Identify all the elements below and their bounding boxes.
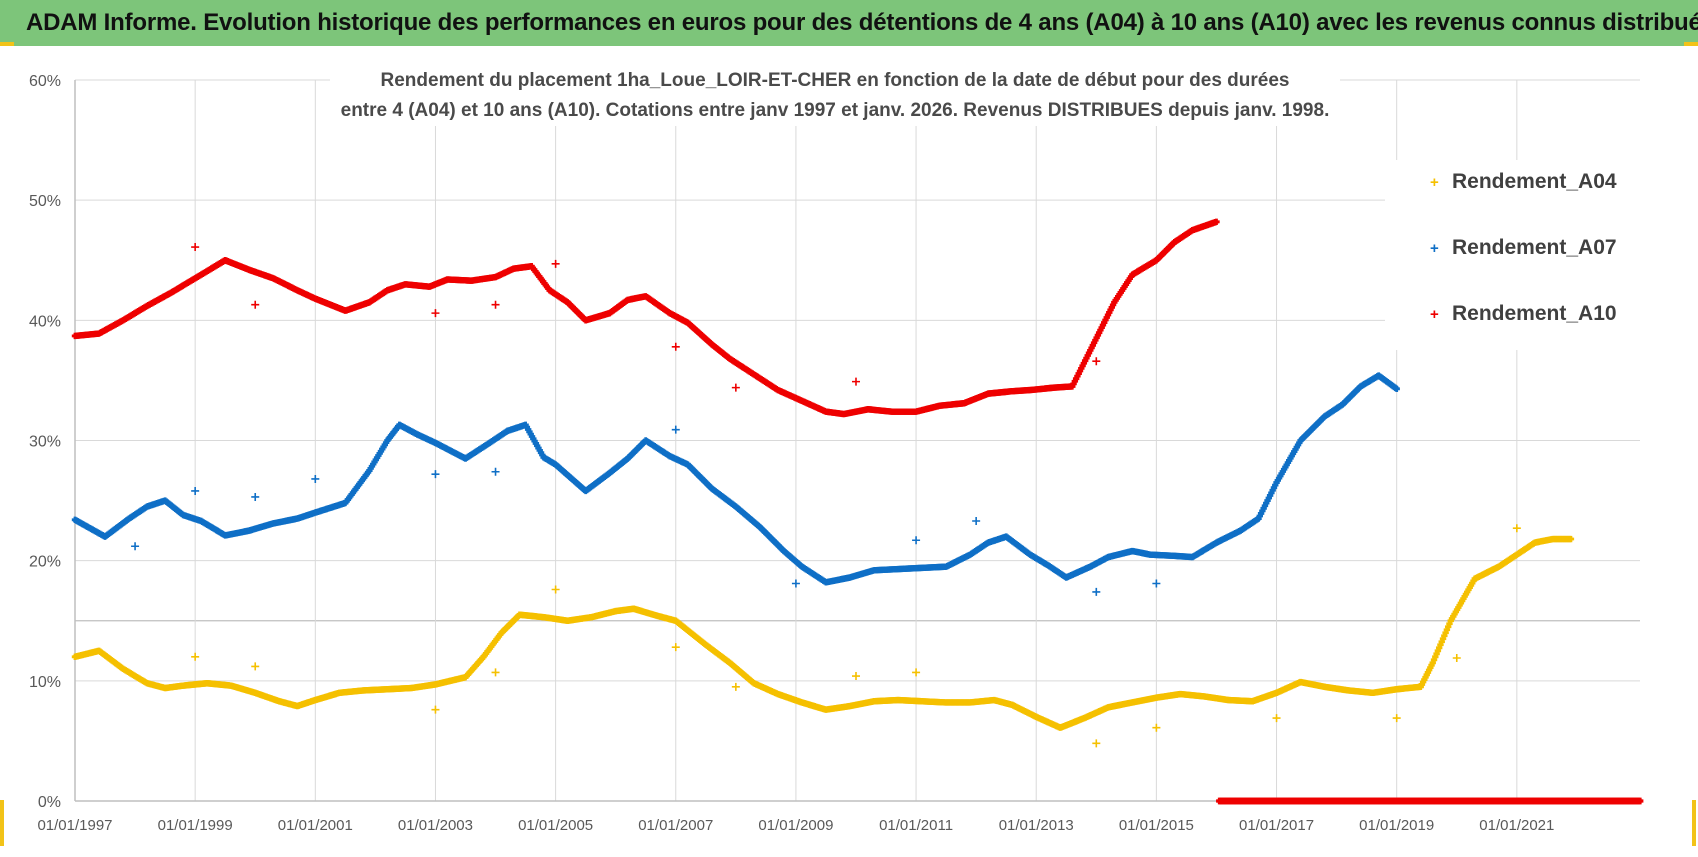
y-tick-label: 40%	[29, 313, 61, 330]
outlier-point-a10	[731, 383, 740, 392]
data-point-a04	[1567, 535, 1575, 543]
outlier-point-a04	[851, 672, 860, 681]
outlier-point-a07	[191, 486, 200, 495]
chart-title: Rendement du placement 1ha_Loue_LOIR-ET-…	[380, 70, 1290, 91]
outlier-point-a07	[131, 542, 140, 551]
y-tick-label: 0%	[38, 794, 61, 811]
x-tick-label: 01/01/2011	[879, 817, 953, 834]
y-tick-label: 20%	[29, 554, 61, 571]
x-tick-label: 01/01/2003	[398, 817, 473, 834]
outlier-point-a07	[251, 492, 260, 501]
outlier-point-a10	[431, 309, 440, 318]
corner-handle	[1684, 42, 1698, 46]
outlier-point-a07	[791, 579, 800, 588]
y-tick-label: 50%	[29, 193, 61, 210]
outlier-point-a04	[191, 652, 200, 661]
corner-handle	[0, 42, 14, 46]
x-tick-label: 01/01/2005	[518, 817, 593, 834]
outlier-point-a10	[671, 342, 680, 351]
x-tick-label: 01/01/2019	[1359, 817, 1434, 834]
banner-title: ADAM Informe. Evolution historique des p…	[0, 0, 1698, 46]
outlier-point-a07	[972, 517, 981, 526]
outlier-point-a04	[912, 668, 921, 677]
x-tick-label: 01/01/2007	[638, 817, 713, 834]
outlier-point-a10	[251, 300, 260, 309]
outlier-point-a10	[1092, 357, 1101, 366]
x-tick-label: 01/01/2001	[278, 817, 353, 834]
outlier-point-a07	[671, 425, 680, 434]
outlier-point-a04	[1092, 739, 1101, 748]
x-tick-label: 01/01/2015	[1119, 817, 1194, 834]
outlier-point-a07	[1152, 579, 1161, 588]
outlier-point-a07	[1092, 587, 1101, 596]
outlier-point-a10	[191, 243, 200, 252]
x-tick-label: 01/01/2017	[1239, 817, 1314, 834]
legend-label-a10: Rendement_A10	[1452, 302, 1617, 325]
outlier-point-a04	[1512, 524, 1521, 533]
outlier-point-a04	[1152, 723, 1161, 732]
y-tick-label: 60%	[29, 73, 61, 90]
y-tick-label: 30%	[29, 434, 61, 451]
outlier-point-a04	[671, 643, 680, 652]
outlier-point-a07	[491, 467, 500, 476]
x-tick-label: 01/01/1997	[37, 817, 112, 834]
outlier-point-a04	[251, 662, 260, 671]
outlier-point-a04	[551, 585, 560, 594]
x-tick-label: 01/01/2021	[1479, 817, 1554, 834]
outlier-point-a04	[1452, 654, 1461, 663]
legend-label-a07: Rendement_A07	[1452, 236, 1617, 259]
outlier-point-a04	[491, 668, 500, 677]
outlier-point-a04	[1392, 714, 1401, 723]
outlier-point-a04	[431, 705, 440, 714]
outlier-point-a07	[311, 474, 320, 483]
x-tick-label: 01/01/1999	[158, 817, 233, 834]
legend-marker-a10: +	[1430, 306, 1439, 323]
outlier-point-a10	[851, 377, 860, 386]
outlier-point-a10	[551, 259, 560, 268]
outlier-point-a04	[1272, 714, 1281, 723]
outlier-point-a07	[912, 536, 921, 545]
legend-label-a04: Rendement_A04	[1452, 170, 1617, 193]
legend-marker-a04: +	[1430, 174, 1439, 191]
outlier-point-a04	[731, 682, 740, 691]
outlier-point-a10	[491, 300, 500, 309]
chart-subtitle-box: Rendement du placement 1ha_Loue_LOIR-ET-…	[330, 66, 1340, 126]
x-tick-label: 01/01/2013	[999, 817, 1074, 834]
chart-legend: + Rendement_A04 + Rendement_A07 + Rendem…	[1385, 160, 1645, 350]
corner-handle	[0, 800, 4, 846]
outlier-point-a07	[431, 470, 440, 479]
corner-handle	[1692, 800, 1696, 846]
chart-subtitle: entre 4 (A04) et 10 ans (A10). Cotations…	[340, 100, 1330, 121]
y-tick-label: 10%	[29, 674, 61, 691]
x-tick-label: 01/01/2009	[758, 817, 833, 834]
legend-marker-a07: +	[1430, 240, 1439, 257]
